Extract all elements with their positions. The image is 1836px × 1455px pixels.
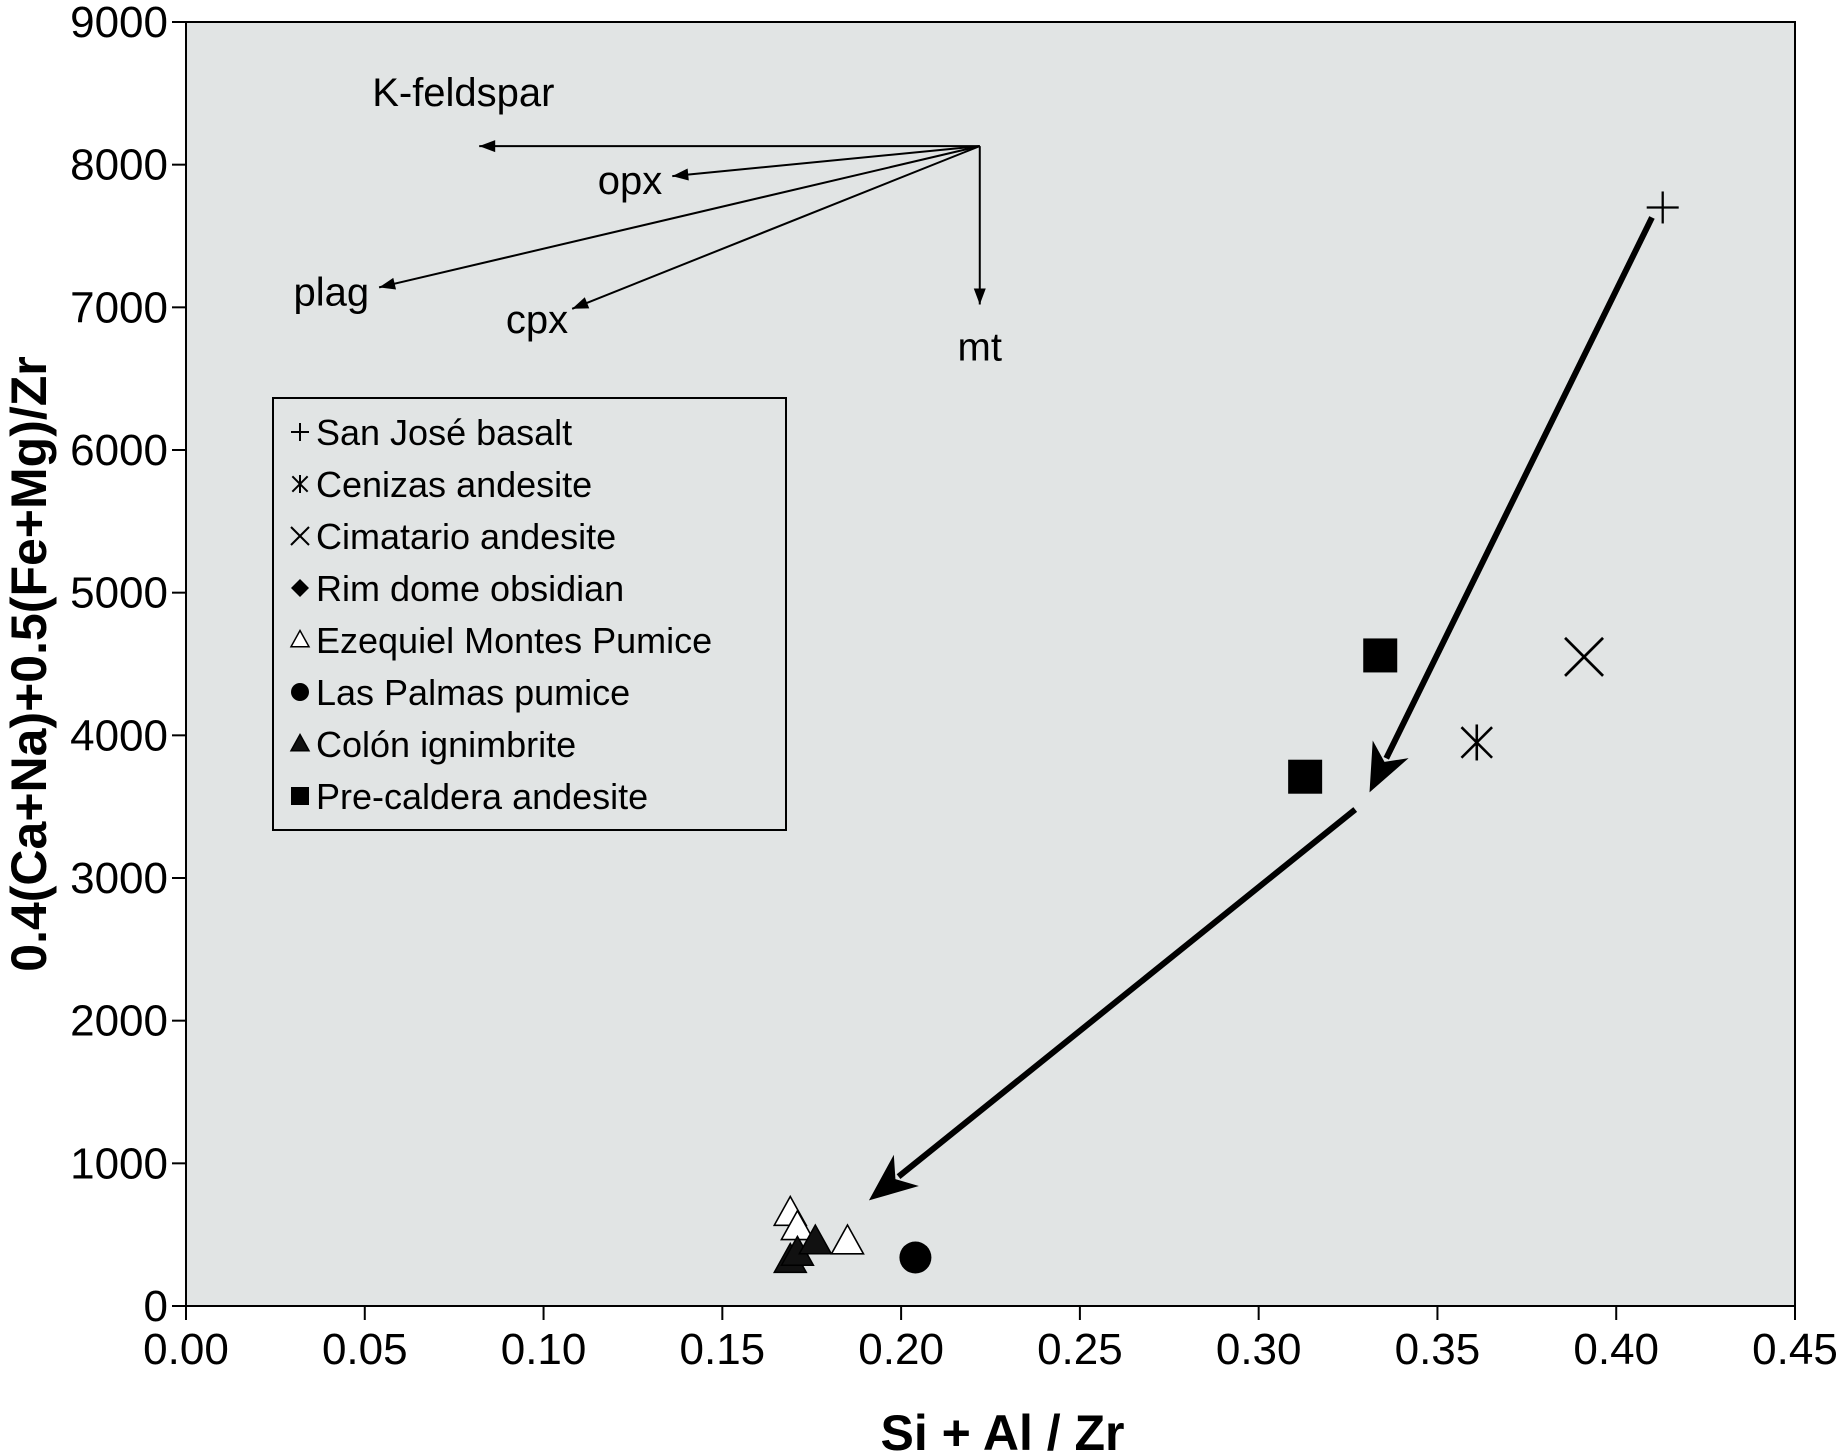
- vector-label: mt: [958, 325, 1002, 369]
- trend-arrow-line: [1383, 216, 1655, 760]
- data-point: [899, 1241, 932, 1274]
- y-tick-label: 3000: [70, 854, 168, 903]
- legend-label: Colón ignimbrite: [316, 724, 576, 765]
- legend-label: Las Palmas pumice: [316, 672, 630, 713]
- mineral-vectors: K-feldspar opx plag cpx mt: [293, 71, 1002, 369]
- data-point: [830, 1223, 865, 1255]
- legend-label: Cimatario andesite: [316, 516, 616, 557]
- legend-marker: [289, 629, 311, 648]
- y-tick-label: 8000: [70, 141, 168, 190]
- y-tick-label: 0: [144, 1282, 168, 1331]
- data-point: [1460, 724, 1493, 761]
- vector-arrowhead: [973, 288, 986, 305]
- y-tick-label: 2000: [70, 997, 168, 1046]
- y-tick-label: 1000: [70, 1139, 168, 1188]
- y-axis-title: 0.4(Ca+Na)+0.5(Fe+Mg)/Zr: [1, 356, 57, 971]
- x-tick-label: 0.10: [501, 1325, 587, 1374]
- data-points: [772, 191, 1679, 1274]
- x-tick-label: 0.05: [322, 1325, 408, 1374]
- legend-box: [272, 397, 787, 831]
- vector-arrowhead: [572, 297, 590, 309]
- legend: San José basalt Cenizas andesite Cimatario…: [272, 397, 787, 831]
- vector-line: [571, 145, 981, 310]
- vector-label: opx: [598, 159, 663, 203]
- vector-line: [672, 145, 980, 178]
- y-tick-label: 4000: [70, 711, 168, 760]
- legend-marker: [291, 579, 309, 597]
- vector-label: cpx: [506, 298, 568, 342]
- y-tick-label: 6000: [70, 426, 168, 475]
- x-tick-label: 0.20: [858, 1325, 944, 1374]
- x-tick-label: 0.00: [143, 1325, 229, 1374]
- vector-line: [378, 145, 981, 289]
- trend-arrow-line: [896, 807, 1358, 1179]
- x-tick-label: 0.40: [1573, 1325, 1659, 1374]
- legend-label: Cenizas andesite: [316, 464, 592, 505]
- x-tick-label: 0.45: [1752, 1325, 1836, 1374]
- x-tick-label: 0.35: [1395, 1325, 1481, 1374]
- vector-arrowhead: [479, 140, 496, 153]
- vector-arrowhead: [379, 277, 397, 290]
- data-point: [1564, 636, 1605, 677]
- y-tick-label: 5000: [70, 569, 168, 618]
- legend-marker: [291, 423, 309, 441]
- x-tick-label: 0.25: [1037, 1325, 1123, 1374]
- legend-label: Rim dome obsidian: [316, 568, 624, 609]
- y-axis: 0 1000 2000 3000 4000 5000 6000 7000 8000 9000: [70, 0, 186, 1331]
- vector-arrowhead: [672, 168, 689, 181]
- trend-arrows: [868, 216, 1655, 1201]
- legend-label: Ezequiel Montes Pumice: [316, 620, 712, 661]
- vector-label: plag: [293, 270, 369, 314]
- x-axis: 0.00 0.05 0.10 0.15 0.20 0.25 0.30 0.35 0.40 0.45: [143, 1306, 1836, 1374]
- data-point: [1646, 191, 1679, 224]
- y-tick-label: 9000: [70, 0, 168, 47]
- data-point: [1288, 759, 1323, 794]
- legend-label: Pre-caldera andesite: [316, 776, 648, 817]
- trend-arrowhead: [1369, 740, 1409, 793]
- data-point: [1363, 638, 1398, 673]
- legend-marker: [291, 683, 309, 701]
- legend-marker: [291, 787, 309, 805]
- legend-label: San José basalt: [316, 412, 572, 453]
- legend-marker: [291, 475, 309, 493]
- data-point: [798, 1223, 833, 1255]
- y-tick-label: 7000: [70, 283, 168, 332]
- legend-marker: [290, 526, 310, 546]
- trend-arrowhead: [868, 1154, 919, 1201]
- x-tick-label: 0.30: [1216, 1325, 1302, 1374]
- x-tick-label: 0.15: [680, 1325, 766, 1374]
- vector-label: K-feldspar: [372, 71, 554, 115]
- x-axis-title: Si + Al / Zr: [880, 1405, 1124, 1455]
- legend-marker: [289, 733, 311, 752]
